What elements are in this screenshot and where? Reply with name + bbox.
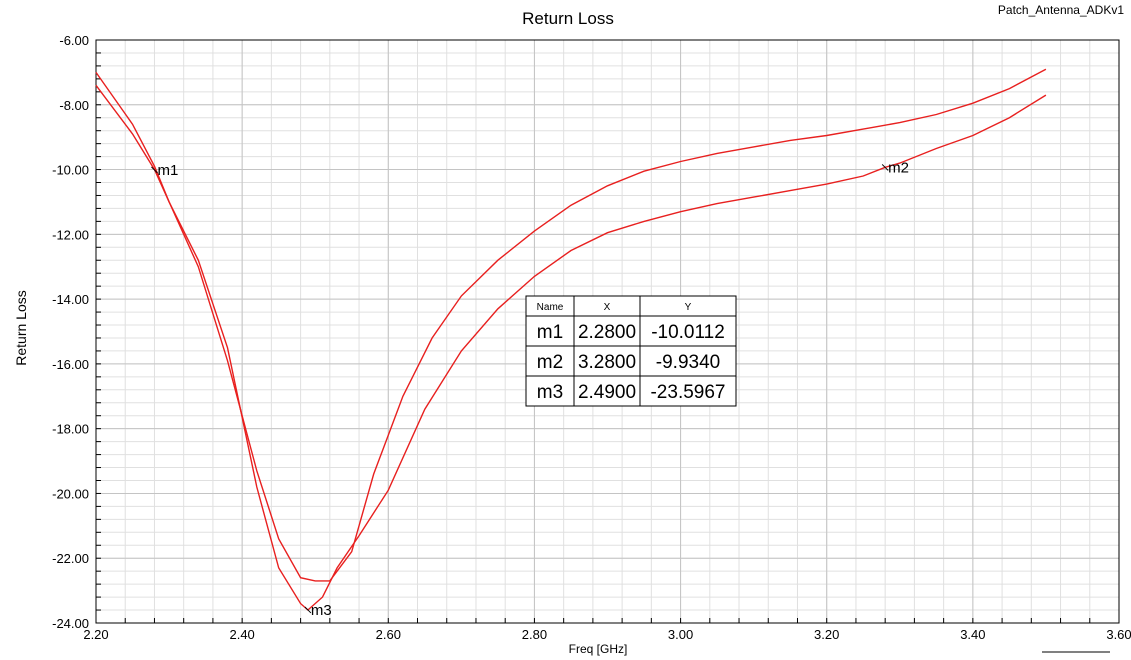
plot-frame <box>95 39 1120 624</box>
series-layer <box>95 68 1047 611</box>
marker-layer: m1 m2 m3 <box>151 159 909 619</box>
y-tick-label: -12.00 <box>52 227 89 242</box>
y-tick-label: -6.00 <box>59 33 89 48</box>
marker-table-cell: -9.9340 <box>656 352 720 373</box>
chart-title: Return Loss <box>522 9 614 28</box>
marker-table-cell: -23.5967 <box>650 382 725 403</box>
y-tick-label: -22.00 <box>52 551 89 566</box>
series-line-2 <box>95 84 1047 611</box>
series-line-1 <box>95 68 1047 582</box>
marker-point-m2 <box>881 164 889 171</box>
y-tick-label: -24.00 <box>52 616 89 631</box>
marker-point-m3 <box>304 606 312 614</box>
design-name: Patch_Antenna_ADKv1 <box>998 3 1124 17</box>
y-axis-label: Return Loss <box>13 290 29 365</box>
marker-table-cell: m1 <box>537 322 563 343</box>
y-tick-label: -10.00 <box>52 163 89 178</box>
x-tick-label: 3.60 <box>1106 627 1131 642</box>
marker-table-cell: 3.2800 <box>578 352 636 373</box>
x-tick-label: 3.40 <box>960 627 985 642</box>
x-tick-label: 3.20 <box>814 627 839 642</box>
y-tick-label: -14.00 <box>52 292 89 307</box>
y-tick-label: -16.00 <box>52 357 89 372</box>
y-tick-label: -20.00 <box>52 486 89 501</box>
marker-table: Name X Ym1 2.2800 -10.0112 m2 3.2800 -9.9340 m3 2… <box>525 295 737 407</box>
marker-table-header: Name <box>537 302 564 313</box>
marker-point-m1 <box>151 166 158 174</box>
x-axis-label: Freq [GHz] <box>569 642 628 656</box>
marker-label-m1: m1 <box>157 162 178 179</box>
marker-table-frame <box>525 295 737 407</box>
marker-table-cell: m2 <box>537 352 563 373</box>
x-tick-label: 2.20 <box>83 627 108 642</box>
marker-table-cell: 2.4900 <box>578 382 636 403</box>
marker-table-cell: 2.2800 <box>578 322 636 343</box>
x-tick-label: 2.80 <box>522 627 547 642</box>
y-tick-label: -8.00 <box>59 98 89 113</box>
x-tick-label: 2.40 <box>229 627 254 642</box>
x-tick-label: 3.00 <box>668 627 693 642</box>
grid <box>95 39 1120 624</box>
marker-label-m3: m3 <box>311 602 332 619</box>
marker-table-header: X <box>604 302 611 313</box>
marker-table-cell: m3 <box>537 382 563 403</box>
marker-label-m2: m2 <box>888 159 909 176</box>
marker-table-cell: -10.0112 <box>651 322 725 343</box>
y-tick-label: -18.00 <box>52 422 89 437</box>
marker-table-header: Y <box>685 302 692 313</box>
axis-ticks: 2.20 2.40 2.60 2.80 3.00 3.20 3.40 3.60 -6.00 -8.… <box>52 33 1131 642</box>
x-tick-label: 2.60 <box>376 627 401 642</box>
